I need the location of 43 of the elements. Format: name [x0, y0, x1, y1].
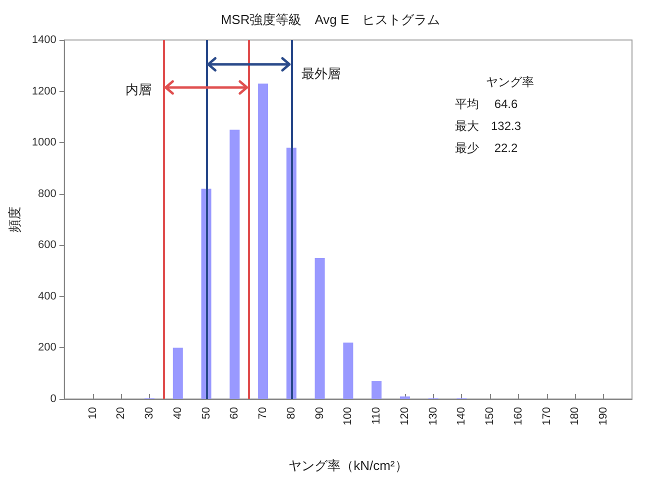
x-tick-label: 20 [115, 407, 128, 420]
x-tick-label: 110 [370, 407, 383, 425]
x-tick-label: 70 [257, 407, 270, 420]
bar [172, 348, 183, 399]
x-tick-label: 90 [314, 407, 326, 420]
x-tick-label: 10 [86, 407, 99, 420]
x-tick-label: 180 [569, 407, 582, 426]
x-tick-label: 60 [228, 407, 241, 420]
x-tick-label: 130 [427, 407, 440, 426]
bar [400, 396, 410, 399]
x-tick-label: 100 [342, 407, 354, 426]
annotation: 最大 132.3 [455, 119, 522, 133]
x-tick-label: 150 [484, 407, 496, 426]
y-tick-label: 600 [38, 239, 56, 252]
y-tick-label: 400 [38, 290, 56, 302]
chart-title: MSR強度等級 Avg E ヒストグラム [220, 12, 440, 27]
y-tick-label: 1000 [32, 136, 56, 149]
bar [343, 342, 354, 399]
y-tick-label: 1200 [32, 85, 56, 98]
x-tick-label: 40 [172, 407, 184, 420]
annotation: 最少 22.2 [455, 141, 518, 155]
x-tick-label: 50 [200, 407, 212, 420]
x-tick-label: 120 [398, 407, 411, 426]
y-tick-label: 0 [50, 393, 56, 405]
x-axis-title: ヤング率（kN/cm²） [288, 458, 408, 473]
x-tick-label: 80 [285, 407, 298, 420]
annotation: 平均 64.6 [455, 97, 518, 111]
annotation: 内層 [126, 82, 152, 97]
y-tick-label: 800 [38, 188, 56, 200]
y-tick-label: 200 [38, 342, 56, 354]
bar [372, 381, 382, 399]
bar [314, 258, 325, 399]
y-tick-label: 1400 [32, 34, 56, 46]
annotation: 最外層 [301, 66, 340, 81]
annotation: ヤング率 [486, 75, 534, 89]
x-tick-label: 30 [144, 407, 156, 420]
x-tick-label: 190 [598, 407, 610, 426]
bar [258, 84, 268, 399]
x-tick-label: 140 [456, 407, 468, 426]
x-tick-label: 160 [512, 407, 524, 426]
y-axis-title: 頻度 [7, 206, 22, 232]
bar [230, 130, 240, 399]
x-tick-label: 170 [540, 407, 553, 426]
